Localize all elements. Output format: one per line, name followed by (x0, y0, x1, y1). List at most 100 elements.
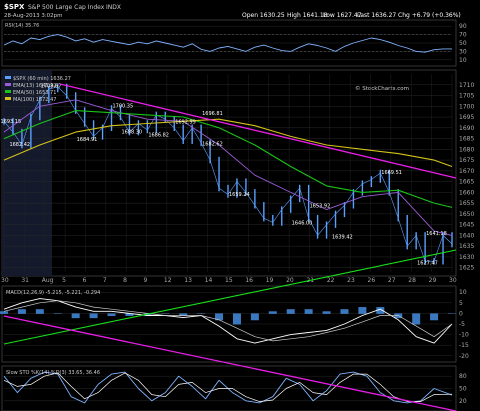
legend-swatch (5, 90, 11, 93)
price-data-label: 1709.67 (41, 83, 62, 89)
macd-histogram-bar (304, 309, 313, 314)
x-tick-label: 26 (368, 277, 376, 284)
price-data-label: 1686.82 (148, 133, 169, 139)
price-y-tick-label: 1645 (459, 222, 474, 229)
trendline-layer (3, 83, 457, 411)
legend-entry: EMA(13) 1640.22 (13, 83, 56, 89)
price-data-label: 1693.15 (0, 119, 21, 125)
chart-date: 28-Aug-2013 3:02pm (4, 13, 63, 19)
price-data-label: 1646.00 (292, 221, 313, 227)
macd-y-tick-label: -5 (459, 321, 465, 328)
last-value: Last 1636.27 (357, 12, 396, 19)
x-tick-label: 15 (225, 277, 233, 284)
price-y-tick-label: 1700 (459, 103, 474, 110)
macd-histogram-bar (358, 307, 367, 314)
macd-histogram-bar (250, 313, 259, 321)
price-y-tick-label: 1665 (459, 179, 474, 186)
sto-d-line (3, 372, 453, 402)
x-tick-label: 19 (266, 277, 274, 284)
rsi-y-tick-label: 50 (459, 40, 467, 47)
x-tick-label: 9 (144, 277, 148, 284)
macd-histogram-bar (53, 313, 62, 314)
high-value: High 1641.18 (287, 12, 328, 19)
x-tick-label: 13 (184, 277, 192, 284)
price-data-label: 1627.47 (417, 260, 438, 266)
price-y-tick-label: 1670 (459, 168, 474, 175)
macd-histogram-bar (179, 313, 188, 317)
legend-swatch (5, 83, 11, 86)
downtrend-line-lower (3, 315, 457, 411)
shaded-region (2, 70, 52, 276)
price-data-label: 1682.42 (9, 142, 30, 148)
price-y-tick-label: 1680 (459, 146, 474, 153)
price-y-tick-label: 1710 (459, 82, 474, 89)
macd-y-tick-label: 10 (459, 289, 467, 296)
price-data-label: 1692.99 (175, 119, 196, 125)
price-y-tick-label: 1650 (459, 211, 474, 218)
macd-histogram-bar (89, 313, 98, 319)
change-value: Chg +6.79 (+0.36%) (398, 12, 461, 19)
macd-histogram-bar (430, 313, 439, 321)
price-line (3, 86, 453, 262)
legend-swatch (5, 97, 11, 100)
x-tick-label: 30 (449, 277, 457, 284)
x-tick-label: 12 (164, 277, 172, 284)
x-tick-label: 14 (205, 277, 213, 284)
ema13-line (3, 99, 453, 236)
sto-k-line (3, 371, 453, 404)
macd-histogram-bar (35, 309, 44, 314)
ma100-line (3, 118, 453, 168)
open-value: Open 1630.25 (242, 12, 285, 19)
sto-legend: Slow STO %K(14) %D(3) 33.65, 36.46 (6, 370, 100, 376)
price-data-label: 1700.35 (112, 104, 133, 110)
x-tick-label: 20 (286, 277, 294, 284)
sto-y-tick-label: 50 (459, 386, 467, 393)
watermark: © StockCharts.com (355, 85, 409, 92)
x-tick-label: 29 (429, 277, 437, 284)
rsi-y-tick-label: 30 (459, 48, 467, 55)
price-data-label: 1696.81 (202, 111, 223, 117)
legend-entry: EMA(50) 1653.71 (13, 90, 56, 96)
macd-histogram-bar (107, 313, 116, 317)
x-tick-label: 31 (21, 277, 29, 284)
ema50-line (3, 110, 453, 208)
low-value: Low 1627.47 (323, 12, 362, 19)
macd-histogram-bar (71, 313, 80, 319)
x-tick-label: 6 (82, 277, 86, 284)
price-y-tick-label: 1655 (459, 200, 474, 207)
macd-histogram-bar (197, 313, 206, 314)
price-data-label: 1639.42 (332, 235, 353, 241)
price-y-tick-label: 1685 (459, 136, 474, 143)
price-y-tick-label: 1640 (459, 232, 474, 239)
macd-legend: MACD(12,26,9) -5.215, -5.221, -0.294 (6, 290, 100, 296)
price-y-tick-label: 1625 (459, 265, 474, 272)
x-tick-label: 22 (327, 277, 335, 284)
price-y-tick-label: 1705 (459, 93, 474, 100)
macd-y-tick-label: 0 (459, 310, 463, 317)
price-y-tick-label: 1675 (459, 157, 474, 164)
sto-y-tick-label: 80 (459, 373, 467, 380)
macd-histogram-bar (286, 309, 295, 314)
price-data-label: 1653.92 (310, 203, 331, 209)
macd-y-tick-label: -15 (459, 342, 469, 349)
x-tick-label: 28 (408, 277, 416, 284)
price-y-tick-label: 1630 (459, 254, 474, 261)
rsi-line (3, 34, 452, 53)
price-y-tick-label: 1635 (459, 243, 474, 250)
legend-entry: $SPX (60 min) 1636.27 (13, 76, 71, 82)
macd-histogram-bar (161, 313, 170, 314)
macd-histogram-bar (340, 309, 349, 314)
price-data-label: 1684.91 (77, 137, 98, 143)
symbol: $SPX (4, 3, 25, 11)
x-tick-label: 23 (347, 277, 355, 284)
price-data-label: 1641.18 (426, 231, 447, 237)
x-tick-label: 16 (245, 277, 253, 284)
macd-histogram-bar (232, 313, 241, 325)
index-name: S&P 500 Large Cap Index (28, 4, 105, 11)
macd-histogram-bar (376, 307, 385, 314)
exchange: INDX (106, 4, 121, 11)
x-tick-label: 30 (1, 277, 9, 284)
price-y-tick-label: 1690 (459, 125, 474, 132)
macd-histogram-bar (448, 313, 456, 314)
